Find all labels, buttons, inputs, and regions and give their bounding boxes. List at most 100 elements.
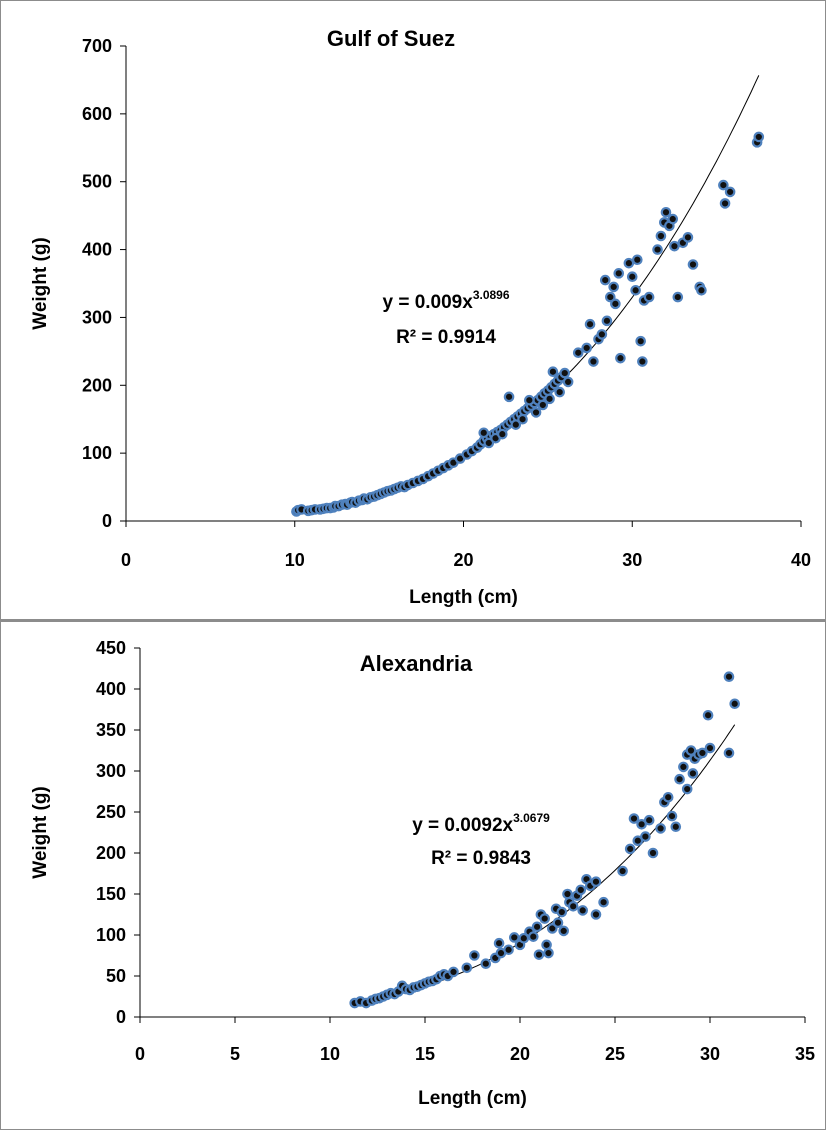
- data-point: [541, 939, 552, 951]
- y-tick-label: 600: [82, 104, 112, 124]
- data-point: [510, 419, 522, 430]
- data-point: [554, 386, 565, 398]
- data-point: [539, 913, 550, 924]
- y-tick-label: 200: [96, 843, 126, 863]
- y-tick-label: 0: [116, 1007, 126, 1027]
- data-point: [518, 932, 530, 944]
- data-point: [562, 888, 573, 900]
- data-point: [544, 393, 555, 405]
- data-point: [637, 356, 648, 367]
- x-tick-label: 20: [453, 550, 473, 570]
- data-point: [478, 427, 490, 439]
- data-point: [632, 835, 644, 846]
- data-point: [517, 413, 528, 425]
- x-tick-label: 15: [415, 1044, 435, 1064]
- x-tick-label: 30: [622, 550, 642, 570]
- y-tick-label: 300: [96, 761, 126, 781]
- x-tick-label: 5: [230, 1044, 240, 1064]
- data-point: [697, 747, 708, 759]
- data-point: [590, 876, 602, 888]
- data-point: [624, 843, 636, 855]
- x-axis-title: Length (cm): [418, 1088, 527, 1109]
- data-point: [669, 240, 680, 252]
- data-point: [575, 884, 587, 896]
- y-tick-label: 0: [102, 511, 112, 531]
- data-point: [628, 813, 640, 824]
- data-point: [635, 335, 646, 347]
- data-point: [552, 917, 564, 928]
- data-point: [729, 698, 740, 710]
- data-point: [719, 198, 731, 209]
- trendline-equation: y = 0.009x3.0896: [382, 288, 509, 313]
- data-point: [533, 949, 545, 960]
- data-point: [724, 186, 736, 198]
- data-point: [493, 937, 505, 949]
- data-point: [655, 230, 667, 242]
- r-squared-label: R² = 0.9843: [431, 848, 531, 869]
- y-tick-label: 100: [96, 925, 126, 945]
- data-point: [610, 298, 621, 310]
- data-point: [702, 709, 714, 721]
- scatter-chart-alexandria: 0 50 100 150 200 250 300 350 400 450 0 5 10 15 20 25 30 3…: [30, 638, 815, 1109]
- data-point: [543, 947, 554, 959]
- y-tick-label: 50: [106, 966, 126, 986]
- data-point: [461, 962, 473, 974]
- chart-title: Alexandria: [360, 651, 473, 676]
- data-point: [537, 399, 549, 411]
- x-tick-label: 25: [605, 1044, 625, 1064]
- x-tick-label: 35: [795, 1044, 815, 1064]
- data-point: [599, 274, 611, 286]
- data-point: [562, 376, 574, 388]
- data-point: [572, 347, 584, 359]
- y-tick-label: 500: [82, 172, 112, 192]
- data-point: [596, 329, 608, 340]
- data-point: [696, 284, 707, 296]
- data-point: [662, 791, 674, 803]
- data-point: [531, 921, 543, 933]
- y-tick-label: 300: [82, 307, 112, 327]
- data-point: [643, 291, 655, 303]
- data-point: [577, 905, 588, 916]
- data-point: [527, 931, 539, 942]
- data-point: [687, 259, 699, 270]
- data-point: [503, 944, 514, 956]
- data-point: [567, 900, 579, 912]
- data-point: [617, 865, 628, 877]
- data-point: [598, 896, 609, 908]
- data-point: [685, 745, 697, 756]
- data-point: [753, 131, 765, 143]
- data-point: [636, 819, 647, 830]
- data-point: [556, 906, 568, 918]
- data-point: [497, 428, 508, 440]
- data-point: [643, 814, 655, 826]
- y-tick-label: 450: [96, 638, 126, 658]
- power-trendline: [352, 724, 736, 1005]
- data-point: [718, 179, 729, 191]
- x-tick-label: 10: [285, 550, 305, 570]
- x-axis-title: Length (cm): [409, 587, 518, 608]
- data-point: [480, 958, 492, 969]
- data-point: [558, 925, 569, 937]
- chart-panel-gulf-of-suez: 0 100 200 300 400 500 600 700 0 10 20 30 40 Length (c…: [0, 0, 826, 620]
- data-point: [672, 291, 684, 303]
- data-point: [667, 213, 679, 225]
- data-point: [655, 823, 666, 834]
- data-point: [723, 747, 735, 759]
- y-axis-title: Weight (g): [30, 786, 51, 879]
- data-point: [681, 783, 693, 795]
- data-point: [678, 761, 689, 773]
- trendline-equation: y = 0.0092x3.0679: [412, 811, 550, 836]
- chart-title: Gulf of Suez: [327, 26, 455, 51]
- data-point: [660, 206, 672, 218]
- data-point: [590, 909, 602, 920]
- data-point: [503, 391, 515, 403]
- data-point: [483, 437, 495, 449]
- data-point: [584, 318, 596, 330]
- x-tick-label: 20: [510, 1044, 530, 1064]
- y-tick-label: 350: [96, 720, 126, 740]
- x-tick-label: 40: [791, 550, 811, 570]
- y-axis-title: Weight (g): [30, 237, 51, 330]
- y-tick-label: 400: [96, 679, 126, 699]
- data-point: [581, 342, 592, 354]
- equation-exponent: 3.0679: [513, 811, 550, 825]
